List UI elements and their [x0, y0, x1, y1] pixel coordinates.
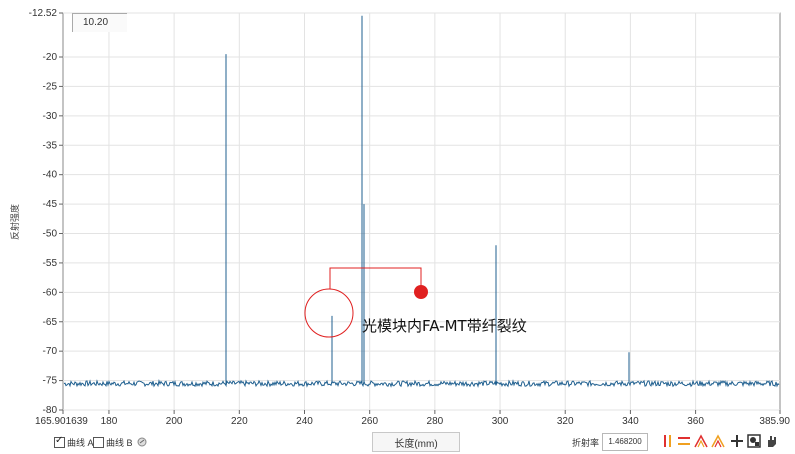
- cursor-value-box[interactable]: 10.20: [72, 13, 127, 32]
- x-tick-label: 240: [296, 416, 313, 427]
- curve-a-label: 曲线 A: [67, 438, 94, 448]
- refractive-index-input[interactable]: 1.468200: [602, 433, 648, 451]
- y-tick-label: -30: [43, 111, 58, 122]
- x-tick-label: 280: [427, 416, 444, 427]
- callout-line: [329, 267, 422, 291]
- x-tick-label: 360: [687, 416, 704, 427]
- x-tick-label: 340: [622, 416, 639, 427]
- curve-b-checkbox[interactable]: [93, 437, 104, 448]
- grid: [63, 12, 780, 411]
- curve-b-label: 曲线 B: [106, 438, 133, 448]
- y-tick-label: -40: [43, 170, 58, 181]
- x-tick-label: 300: [492, 416, 509, 427]
- x-axis-unit-button[interactable]: 长度(mm): [372, 432, 460, 452]
- x-tick-label: 200: [166, 416, 183, 427]
- y-tick-label: -12.52: [29, 8, 58, 19]
- y-tick-label: -20: [43, 52, 58, 63]
- zoom-icon[interactable]: [747, 432, 761, 450]
- cursor-value: 10.20: [83, 17, 109, 28]
- x-tick-label: 165.901639: [35, 416, 88, 427]
- crosshair-icon[interactable]: [730, 432, 744, 450]
- refractive-index-value: 1.468200: [608, 437, 642, 446]
- y-tick-label: -65: [43, 317, 58, 328]
- y-axis-label: 反射强度: [9, 204, 21, 240]
- y-axis: -12.52 -20 -25 -30 -35 -40 -45 -50 -55 -60 -65 -70 -…: [29, 8, 63, 416]
- curve-b-toggle[interactable]: 曲线 B: [93, 436, 147, 449]
- x-tick-label: 385.90: [759, 416, 790, 427]
- lines-icon[interactable]: [677, 432, 691, 450]
- highlight-circle: [304, 288, 354, 338]
- y-tick-label: -75: [43, 376, 58, 387]
- curve-a-toggle[interactable]: 曲线 A: [54, 435, 94, 449]
- annotation-text: 光模块内FA-MT带纤裂纹: [362, 317, 527, 335]
- y-tick-label: -50: [43, 229, 58, 240]
- x-tick-label: 180: [101, 416, 118, 427]
- curve-b-icon: [137, 437, 147, 449]
- y-tick-label: -80: [43, 405, 58, 416]
- y-tick-label: -45: [43, 199, 58, 210]
- x-tick-label: 260: [361, 416, 378, 427]
- y-tick-label: -35: [43, 140, 58, 151]
- curve-a-checkbox[interactable]: [54, 435, 65, 448]
- trace-line: [63, 15, 780, 388]
- callout-dot: [414, 285, 428, 299]
- bars-icon[interactable]: [662, 432, 674, 450]
- x-tick-label: 220: [231, 416, 248, 427]
- refractive-index-label: 折射率: [572, 438, 600, 448]
- y-tick-label: -55: [43, 258, 58, 269]
- y-tick-label: -70: [43, 346, 58, 357]
- x-axis: 165.901639 180 200 220 240 260 280 300 320 340 360…: [35, 410, 790, 427]
- y-tick-label: -60: [43, 287, 58, 298]
- plot-area: [62, 12, 781, 411]
- annotation-group: 光模块内FA-MT带纤裂纹: [304, 267, 527, 338]
- pan-icon[interactable]: [764, 432, 778, 450]
- peak-icon[interactable]: [694, 432, 708, 450]
- x-axis-unit-label: 长度(mm): [394, 438, 438, 450]
- x-tick-label: 320: [557, 416, 574, 427]
- y-tick-label: -25: [43, 81, 58, 92]
- peak-alt-icon[interactable]: [711, 432, 725, 450]
